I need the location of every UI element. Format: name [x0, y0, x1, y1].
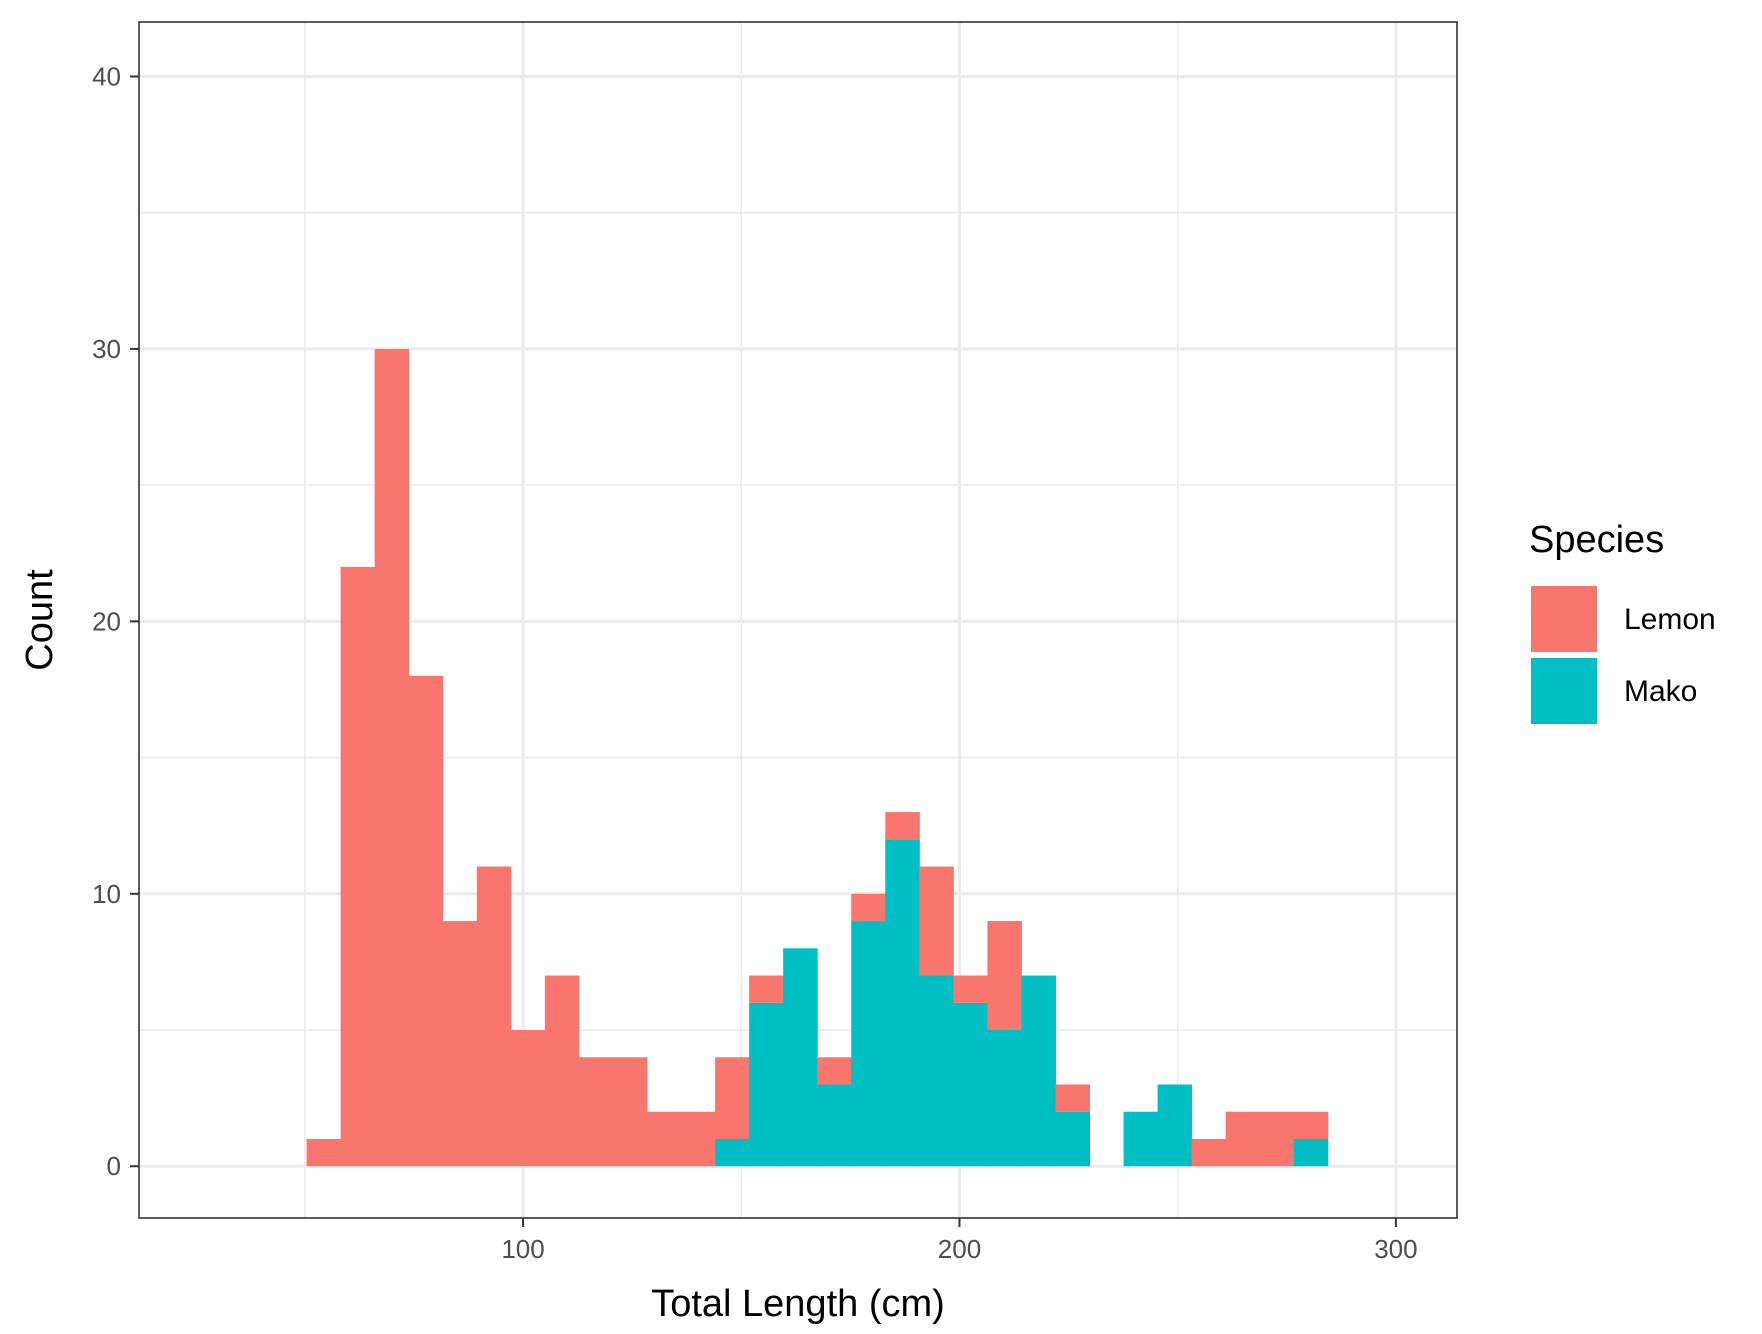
x-axis: 100 200 300	[501, 1218, 1418, 1264]
x-tick-label: 200	[938, 1234, 981, 1264]
bar-lemon	[953, 975, 988, 1003]
bar-lemon	[1225, 1111, 1261, 1167]
y-tick-label: 20	[92, 606, 121, 636]
bar-lemon	[1259, 1111, 1295, 1167]
bar-mako	[783, 948, 818, 1167]
x-tick-label: 300	[1374, 1234, 1417, 1264]
legend-key-mako	[1531, 658, 1597, 724]
legend: Species Lemon Mako	[1529, 519, 1716, 724]
bar-mako	[1055, 1111, 1091, 1167]
bar-lemon	[1055, 1084, 1091, 1112]
legend-title: Species	[1529, 519, 1664, 561]
bar-mako	[817, 1084, 852, 1167]
bar-lemon	[1293, 1111, 1329, 1139]
bar-lemon	[612, 1057, 648, 1167]
bar-lemon	[817, 1057, 852, 1085]
legend-label-mako: Mako	[1624, 675, 1697, 708]
bar-lemon	[646, 1111, 682, 1167]
bar-lemon	[885, 812, 920, 840]
bar-lemon	[544, 975, 580, 1167]
legend-key-lemon	[1531, 586, 1597, 652]
bar-lemon	[851, 893, 886, 922]
grid-major	[139, 22, 1457, 1218]
bar-mako	[953, 1002, 988, 1167]
legend-label-lemon: Lemon	[1624, 603, 1716, 636]
bar-mako	[1293, 1138, 1329, 1167]
y-tick-label: 30	[92, 334, 121, 364]
bar-mako	[1157, 1084, 1193, 1167]
bar-lemon	[408, 675, 444, 1167]
y-axis-title: Count	[19, 569, 61, 671]
bar-lemon	[1191, 1138, 1227, 1167]
plot-border	[138, 21, 1458, 1219]
bar-lemon	[510, 1030, 546, 1167]
x-tick-label: 100	[501, 1234, 544, 1264]
bar-lemon	[306, 1138, 342, 1167]
bar-mako	[885, 839, 920, 1167]
bar-lemon	[715, 1057, 750, 1139]
bar-lemon	[749, 975, 784, 1003]
bar-lemon	[442, 921, 478, 1167]
bar-mako	[851, 921, 886, 1167]
bar-lemon	[578, 1057, 614, 1167]
y-tick-label: 40	[92, 61, 121, 91]
bars	[306, 348, 1329, 1167]
y-axis: 0 10 20 30 40	[92, 61, 139, 1181]
bar-mako	[749, 1002, 784, 1167]
x-axis-title: Total Length (cm)	[651, 1283, 945, 1325]
y-tick-label: 10	[92, 879, 121, 909]
bar-lemon	[340, 566, 376, 1167]
bar-lemon	[681, 1111, 716, 1167]
bar-mako	[987, 1030, 1022, 1167]
y-tick-label: 0	[107, 1151, 121, 1181]
bar-mako	[919, 975, 954, 1167]
bar-lemon	[374, 348, 410, 1167]
bar-lemon	[987, 921, 1022, 1031]
bar-mako	[1123, 1111, 1159, 1167]
bar-lemon	[476, 866, 512, 1167]
bar-lemon	[919, 866, 954, 976]
bar-mako	[715, 1138, 750, 1167]
bar-mako	[1021, 975, 1056, 1167]
